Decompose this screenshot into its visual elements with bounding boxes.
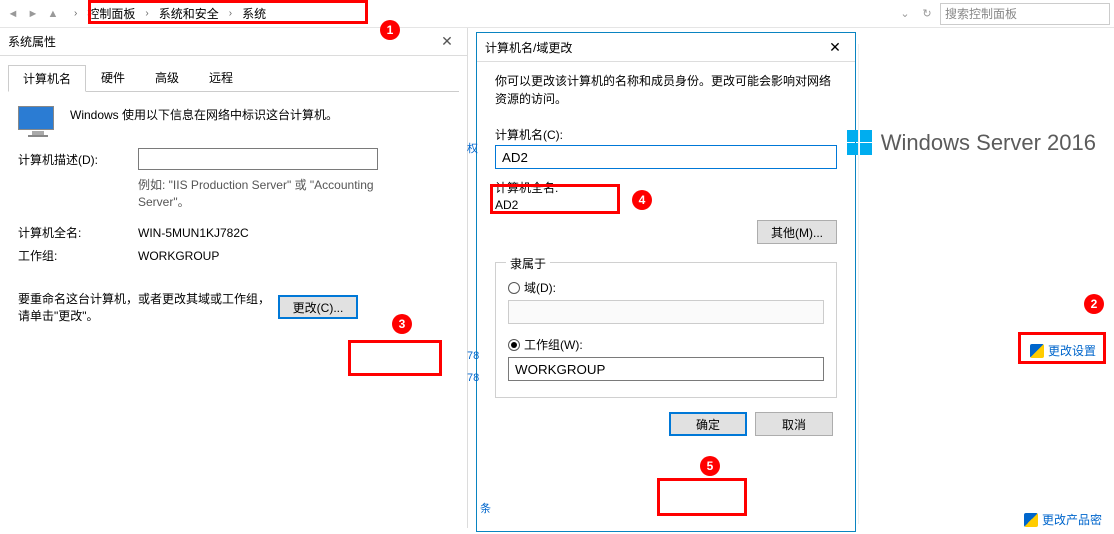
intro-text: Windows 使用以下信息在网络中标识这台计算机。 (70, 106, 338, 123)
dropdown-icon[interactable]: ⌄ (896, 5, 914, 23)
change-settings-link[interactable]: 更改设置 (1030, 342, 1096, 359)
description-hint: 例如: "IIS Production Server" 或 "Accountin… (138, 176, 398, 210)
product-key-label: 更改产品密 (1042, 511, 1102, 528)
ok-button[interactable]: 确定 (669, 412, 747, 436)
workgroup-label: 工作组: (18, 247, 138, 264)
tab-remote[interactable]: 远程 (194, 64, 248, 91)
tab-hardware[interactable]: 硬件 (86, 64, 140, 91)
ok-button-label: 确定 (696, 416, 720, 433)
fullname-value: WIN-5MUN1KJ782C (138, 226, 449, 240)
other-button[interactable]: 其他(M)... (757, 220, 837, 244)
change-button-label: 更改(C)... (293, 299, 344, 316)
side-num: 78 (467, 372, 481, 384)
fullname-value: AD2 (495, 198, 837, 212)
windows-logo-icon (847, 130, 873, 156)
dialog-description: 你可以更改该计算机的名称和成员身份。更改可能会影响对网络资源的访问。 (495, 72, 837, 108)
cancel-button[interactable]: 取消 (755, 412, 833, 436)
workgroup-radio[interactable] (508, 339, 520, 351)
computer-name-input[interactable] (495, 145, 837, 169)
windows-server-brand: Windows Server 2016 (847, 130, 1096, 156)
breadcrumb[interactable]: › 控制面板 › 系统和安全 › 系统 (70, 3, 888, 25)
crumb-item[interactable]: 控制面板 (81, 3, 141, 25)
shield-icon (1030, 344, 1044, 358)
computer-icon (18, 106, 58, 138)
change-button[interactable]: 更改(C)... (278, 295, 358, 319)
workgroup-radio-label: 工作组(W): (524, 336, 583, 353)
nav-back-icon[interactable]: ◄ (4, 5, 22, 23)
computer-name-label: 计算机名(C): (495, 126, 837, 143)
annotation-number: 2 (1084, 294, 1104, 314)
close-icon[interactable]: ✕ (823, 35, 847, 59)
dialog-title: 计算机名/域更改 (485, 39, 572, 56)
product-key-link[interactable]: 更改产品密 (1024, 511, 1102, 528)
group-legend: 隶属于 (506, 255, 550, 272)
tab-advanced[interactable]: 高级 (140, 64, 194, 91)
fullname-label: 计算机全名: (18, 224, 138, 241)
description-input[interactable] (138, 148, 378, 170)
description-label: 计算机描述(D): (18, 151, 138, 168)
refresh-icon[interactable]: ↻ (918, 5, 936, 23)
crumb-item[interactable]: 系统和安全 (153, 3, 225, 25)
workgroup-value: WORKGROUP (138, 249, 449, 263)
chevron-right-icon: › (70, 8, 81, 19)
close-icon[interactable]: ✕ (435, 30, 459, 54)
member-of-group: 隶属于 域(D): 工作组(W): (495, 262, 837, 398)
nav-fwd-icon[interactable]: ► (24, 5, 42, 23)
chevron-right-icon: › (141, 8, 152, 19)
side-text: 权 (467, 140, 481, 156)
shield-icon (1024, 513, 1038, 527)
other-button-label: 其他(M)... (771, 224, 823, 241)
domain-input (508, 300, 824, 324)
workgroup-input[interactable] (508, 357, 824, 381)
brand-text: Windows Server 2016 (881, 130, 1096, 156)
domain-change-dialog: 计算机名/域更改 ✕ 你可以更改该计算机的名称和成员身份。更改可能会影响对网络资… (476, 32, 856, 532)
search-placeholder: 搜索控制面板 (945, 5, 1017, 22)
search-input[interactable]: 搜索控制面板 (940, 3, 1110, 25)
domain-radio-label: 域(D): (524, 279, 556, 296)
tab-strip: 计算机名 硬件 高级 远程 (8, 64, 459, 92)
rename-text: 要重命名这台计算机，或者更改其域或工作组，请单击"更改"。 (18, 290, 278, 324)
tab-computer-name[interactable]: 计算机名 (8, 65, 86, 92)
change-settings-label: 更改设置 (1048, 342, 1096, 359)
chevron-right-icon: › (225, 8, 236, 19)
cancel-button-label: 取消 (782, 416, 806, 433)
fullname-label: 计算机全名: (495, 179, 837, 196)
side-link[interactable]: 条 (480, 500, 491, 516)
system-properties-dialog: 系统属性 ✕ 计算机名 硬件 高级 远程 Windows 使用以下信息在网络中标… (0, 28, 468, 528)
side-num: 78 (467, 350, 481, 362)
crumb-item[interactable]: 系统 (236, 3, 272, 25)
nav-up-icon[interactable]: ▲ (44, 5, 62, 23)
dialog-title: 系统属性 (8, 33, 56, 50)
domain-radio[interactable] (508, 282, 520, 294)
